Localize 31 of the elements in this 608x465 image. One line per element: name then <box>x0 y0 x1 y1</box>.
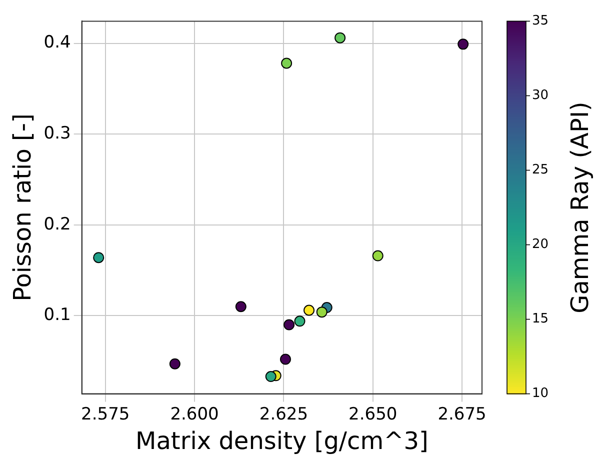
y-tick-label: 0.4 <box>44 32 71 53</box>
point <box>280 354 291 365</box>
point <box>169 358 180 370</box>
y-tick-label: 0.2 <box>44 214 71 234</box>
color-bar-label: 25 <box>532 162 549 178</box>
color-bar-label: 20 <box>532 237 549 252</box>
point <box>93 252 104 264</box>
point <box>372 250 384 262</box>
point <box>284 319 295 330</box>
y-tick-label: 0.1 <box>44 305 71 326</box>
x-tick-label: 2.600 <box>170 404 219 424</box>
y-axis-title: Poisson ratio [-] <box>8 114 37 302</box>
x-axis-title: Matrix density [g/cm^3] <box>136 426 428 455</box>
point <box>304 304 315 316</box>
color-bar-label: 30 <box>532 88 549 104</box>
point <box>265 371 276 382</box>
y-tick-label: 0.3 <box>44 124 71 144</box>
color-bar-label: 15 <box>532 312 549 327</box>
color-bar-label: 10 <box>532 386 549 402</box>
point <box>334 32 346 44</box>
x-tick-label: 2.650 <box>348 404 398 424</box>
x-tick-label: 2.625 <box>259 404 308 424</box>
color-bar-title: Gamma Ray (API) <box>566 102 594 314</box>
x-tick-label: 2.675 <box>438 404 486 424</box>
color-bar-label: 35 <box>532 14 549 29</box>
point <box>316 306 328 318</box>
point <box>235 301 246 312</box>
point <box>281 58 292 69</box>
point <box>458 38 469 50</box>
point <box>294 316 306 327</box>
x-tick-label: 2.575 <box>81 404 130 424</box>
